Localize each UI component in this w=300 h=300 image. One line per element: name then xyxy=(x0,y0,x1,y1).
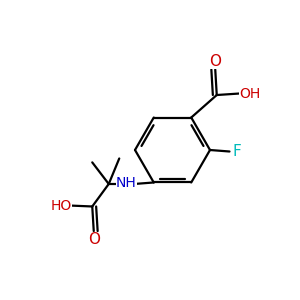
Text: OH: OH xyxy=(239,86,260,100)
Text: O: O xyxy=(209,54,221,69)
Text: F: F xyxy=(232,144,242,159)
Text: NH: NH xyxy=(116,176,136,190)
Text: HO: HO xyxy=(51,199,72,213)
Text: O: O xyxy=(88,232,100,247)
